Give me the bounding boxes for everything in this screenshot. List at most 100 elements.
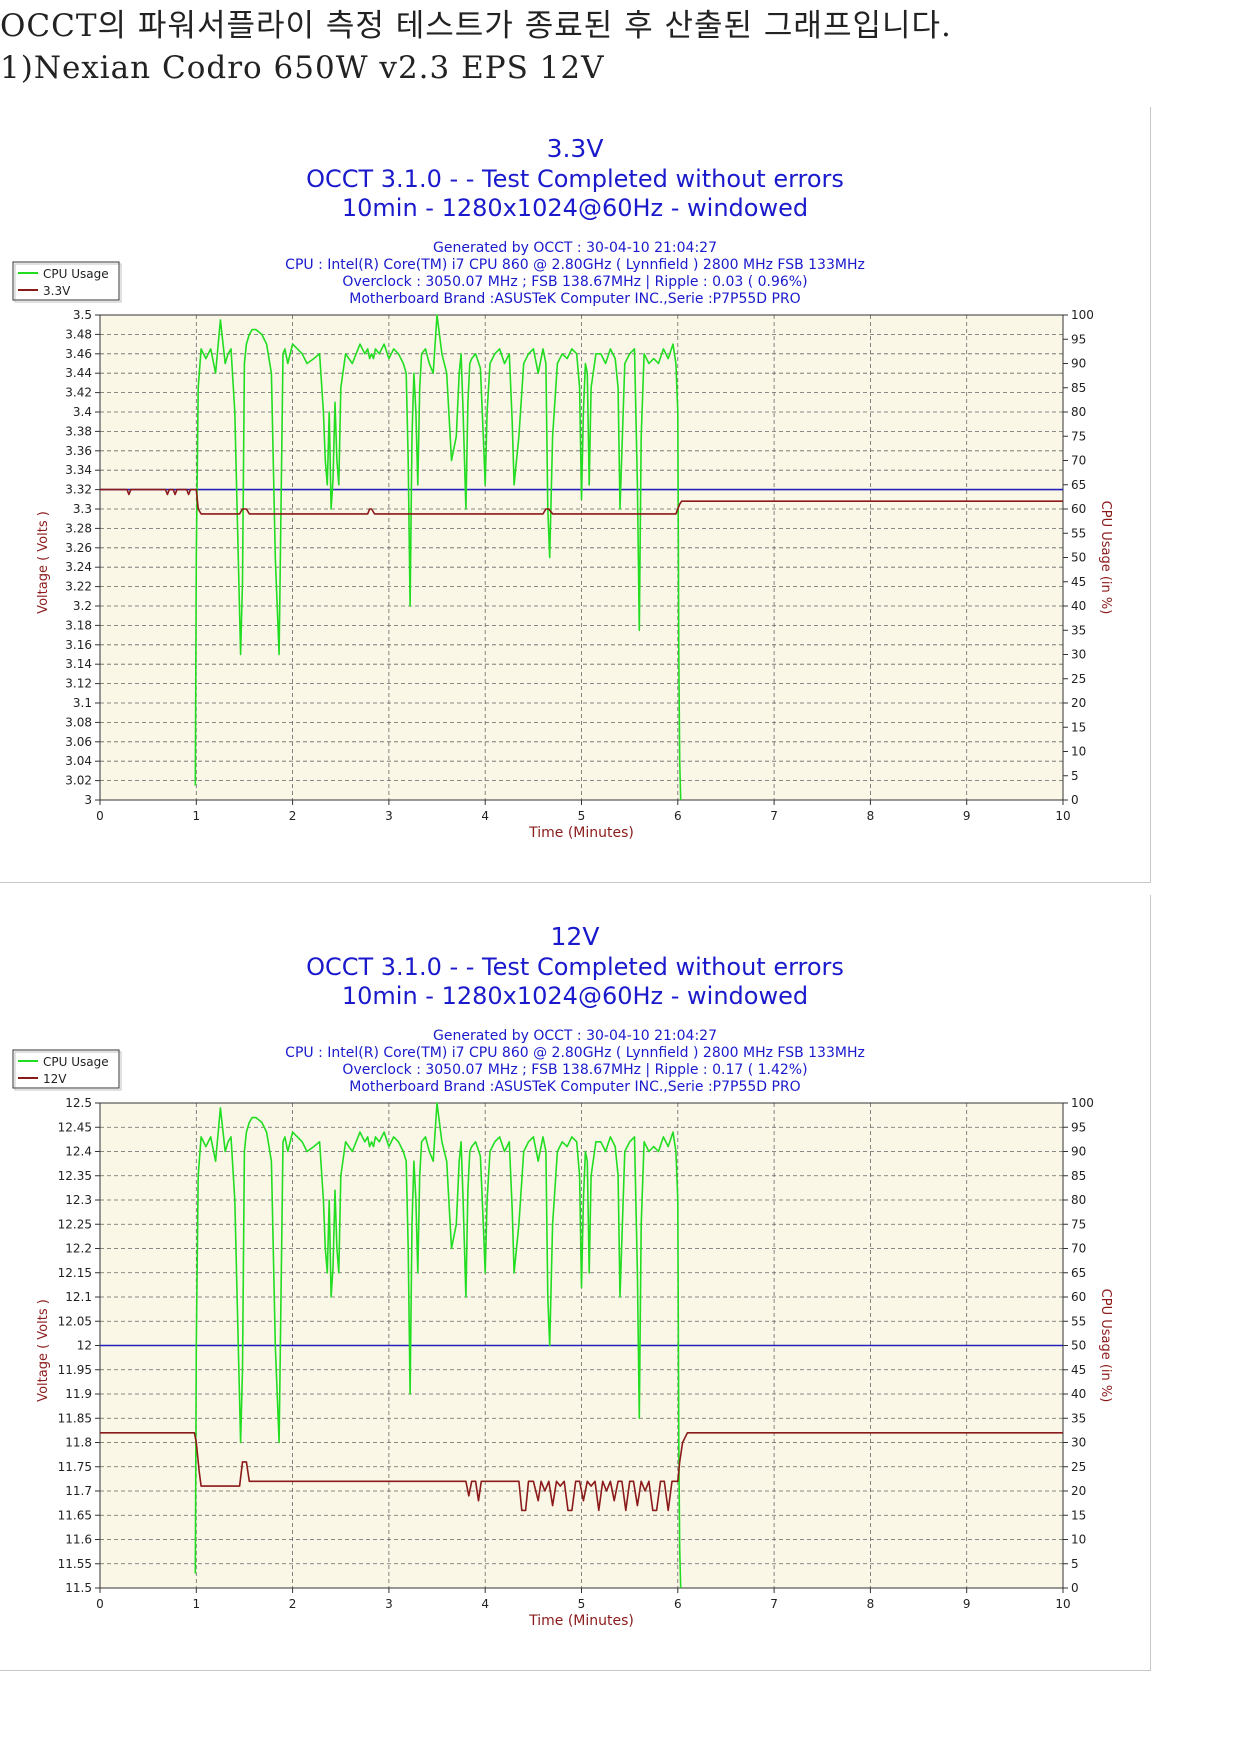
y2-tick-label: 95 bbox=[1071, 332, 1086, 346]
chart-info-line: Generated by OCCT : 30-04-10 21:04:27 bbox=[433, 1028, 717, 1044]
chart-info-line: Overclock : 3050.07 MHz ; FSB 138.67MHz … bbox=[342, 1062, 807, 1078]
y-tick-label: 3.06 bbox=[65, 735, 92, 749]
legend-shadow bbox=[14, 263, 122, 303]
y2-tick-label: 95 bbox=[1071, 1120, 1086, 1134]
chart-info-line: Overclock : 3050.07 MHz ; FSB 138.67MHz … bbox=[342, 274, 807, 290]
chart-subtitle-line: OCCT 3.1.0 - - Test Completed without er… bbox=[306, 953, 844, 981]
x-tick-label: 6 bbox=[674, 1597, 682, 1611]
y2-tick-label: 75 bbox=[1071, 429, 1086, 443]
y-tick-label: 11.7 bbox=[65, 1484, 92, 1498]
y-tick-label: 11.95 bbox=[58, 1363, 92, 1377]
x-tick-label: 6 bbox=[674, 809, 682, 823]
y-tick-label: 3.46 bbox=[65, 347, 92, 361]
y-tick-label: 11.5 bbox=[65, 1581, 92, 1595]
x-tick-label: 3 bbox=[385, 809, 393, 823]
y2-tick-label: 15 bbox=[1071, 1508, 1086, 1522]
y-tick-label: 3.22 bbox=[65, 580, 92, 594]
y2-tick-label: 70 bbox=[1071, 454, 1086, 468]
legend-label-cpu: CPU Usage bbox=[43, 1055, 109, 1069]
y2-tick-label: 40 bbox=[1071, 1387, 1086, 1401]
y2-tick-label: 30 bbox=[1071, 648, 1086, 662]
x-tick-label: 9 bbox=[963, 1597, 971, 1611]
y-tick-label: 3 bbox=[84, 793, 92, 807]
chart-title: 3.3V bbox=[547, 134, 604, 163]
y-tick-label: 3.28 bbox=[65, 521, 92, 535]
y2-tick-label: 20 bbox=[1071, 696, 1086, 710]
x-tick-label: 0 bbox=[96, 809, 104, 823]
y-tick-label: 11.9 bbox=[65, 1387, 92, 1401]
y-tick-label: 3.38 bbox=[65, 424, 92, 438]
x-tick-label: 2 bbox=[289, 809, 297, 823]
x-tick-label: 10 bbox=[1055, 809, 1070, 823]
y-tick-label: 3.32 bbox=[65, 483, 92, 497]
y-tick-label: 3.26 bbox=[65, 541, 92, 555]
y2-tick-label: 35 bbox=[1071, 623, 1086, 637]
chart-subtitle-line: 10min - 1280x1024@60Hz - windowed bbox=[342, 194, 808, 222]
x-tick-label: 4 bbox=[481, 809, 489, 823]
y-tick-label: 11.85 bbox=[58, 1411, 92, 1425]
y-tick-label: 3.24 bbox=[65, 560, 92, 574]
y2-tick-label: 45 bbox=[1071, 1363, 1086, 1377]
y-tick-label: 3.42 bbox=[65, 386, 92, 400]
y2-tick-label: 10 bbox=[1071, 745, 1086, 759]
y-tick-label: 3.34 bbox=[65, 463, 92, 477]
y2-tick-label: 30 bbox=[1071, 1436, 1086, 1450]
y-tick-label: 3.08 bbox=[65, 715, 92, 729]
y2-tick-label: 0 bbox=[1071, 793, 1079, 807]
y2-axis-label: CPU Usage (in %) bbox=[1098, 1289, 1113, 1403]
y-tick-label: 3.2 bbox=[73, 599, 92, 613]
y-axis-label: Voltage ( Volts ) bbox=[36, 1299, 51, 1402]
plot-frame bbox=[99, 314, 1064, 801]
legend-label-cpu: CPU Usage bbox=[43, 267, 109, 281]
y-tick-label: 12.2 bbox=[65, 1242, 92, 1256]
y-tick-label: 3.4 bbox=[73, 405, 92, 419]
y-tick-label: 12.15 bbox=[58, 1266, 92, 1280]
chart-title: 12V bbox=[551, 922, 600, 951]
x-tick-label: 4 bbox=[481, 1597, 489, 1611]
legend-box bbox=[12, 1049, 120, 1089]
x-tick-label: 3 bbox=[385, 1597, 393, 1611]
y2-tick-label: 5 bbox=[1071, 1557, 1079, 1571]
y2-tick-label: 80 bbox=[1071, 405, 1086, 419]
y-tick-label: 11.8 bbox=[65, 1436, 92, 1450]
y2-tick-label: 45 bbox=[1071, 575, 1086, 589]
y-tick-label: 3.18 bbox=[65, 618, 92, 632]
y2-tick-label: 25 bbox=[1071, 1460, 1086, 1474]
x-tick-label: 8 bbox=[867, 809, 875, 823]
y-tick-label: 12.4 bbox=[65, 1145, 92, 1159]
chart-info-line: Motherboard Brand :ASUSTeK Computer INC.… bbox=[349, 1079, 800, 1095]
legend-shadow bbox=[14, 1051, 122, 1091]
chart-subtitle-line: 10min - 1280x1024@60Hz - windowed bbox=[342, 982, 808, 1010]
y-tick-label: 3.14 bbox=[65, 657, 92, 671]
y2-tick-label: 65 bbox=[1071, 1266, 1086, 1280]
y2-tick-label: 0 bbox=[1071, 1581, 1079, 1595]
chart-legend: CPU Usage 3.3V bbox=[12, 261, 122, 303]
y-tick-label: 12.1 bbox=[65, 1290, 92, 1304]
y-tick-label: 12.45 bbox=[58, 1120, 92, 1134]
chart-info-line: CPU : Intel(R) Core(TM) i7 CPU 860 @ 2.8… bbox=[285, 257, 865, 273]
x-tick-label: 10 bbox=[1055, 1597, 1070, 1611]
y-tick-label: 3.16 bbox=[65, 638, 92, 652]
y2-tick-label: 20 bbox=[1071, 1484, 1086, 1498]
x-tick-label: 5 bbox=[578, 1597, 586, 1611]
y2-tick-label: 35 bbox=[1071, 1411, 1086, 1425]
y2-tick-label: 85 bbox=[1071, 381, 1086, 395]
legend-box bbox=[12, 261, 120, 301]
y-tick-label: 11.65 bbox=[58, 1508, 92, 1522]
series-line-cpu-usage bbox=[194, 314, 682, 801]
series-line-voltage bbox=[100, 1431, 1063, 1512]
y-tick-label: 3.02 bbox=[65, 774, 92, 788]
y2-tick-label: 55 bbox=[1071, 526, 1086, 540]
chart-subtitle-line: OCCT 3.1.0 - - Test Completed without er… bbox=[306, 165, 844, 193]
y2-tick-label: 5 bbox=[1071, 769, 1079, 783]
y-tick-label: 3.3 bbox=[73, 502, 92, 516]
series-line-voltage bbox=[100, 488, 1063, 515]
x-tick-label: 5 bbox=[578, 809, 586, 823]
y-tick-label: 3.5 bbox=[73, 308, 92, 322]
y-tick-label: 12.25 bbox=[58, 1217, 92, 1231]
x-tick-label: 1 bbox=[192, 1597, 200, 1611]
legend-label-voltage: 3.3V bbox=[43, 284, 71, 298]
y-axis-label: Voltage ( Volts ) bbox=[36, 511, 51, 614]
y2-tick-label: 60 bbox=[1071, 1290, 1086, 1304]
